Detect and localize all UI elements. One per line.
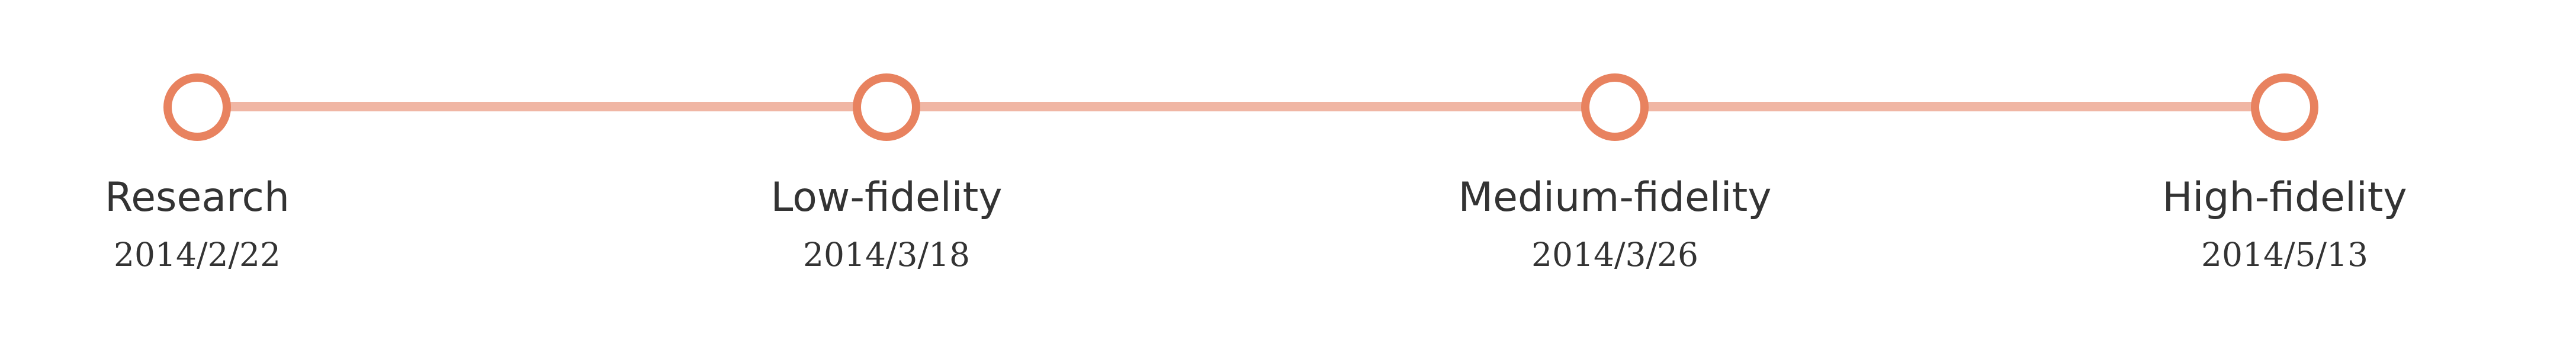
- stage-date: 2014/3/26: [1531, 236, 1698, 274]
- stage-node-icon: [2251, 73, 2318, 141]
- stage-date: 2014/5/13: [2201, 236, 2368, 274]
- stage-node-icon: [1581, 73, 1649, 141]
- stage-title: Medium-fidelity: [1458, 174, 1772, 221]
- stage-title: High-fidelity: [2162, 174, 2407, 221]
- stage-date: 2014/2/22: [113, 236, 281, 274]
- stage-node-icon: [163, 73, 231, 141]
- stage-date: 2014/3/18: [802, 236, 970, 274]
- stage-node-icon: [853, 73, 920, 141]
- stage-title: Low-fidelity: [770, 174, 1003, 221]
- stage-title: Research: [105, 174, 290, 221]
- timeline-track: [197, 102, 2285, 111]
